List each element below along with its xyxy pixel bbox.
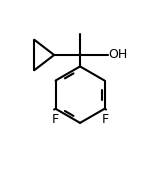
Text: F: F [51,113,58,126]
Text: F: F [102,113,109,126]
Text: OH: OH [108,48,128,62]
